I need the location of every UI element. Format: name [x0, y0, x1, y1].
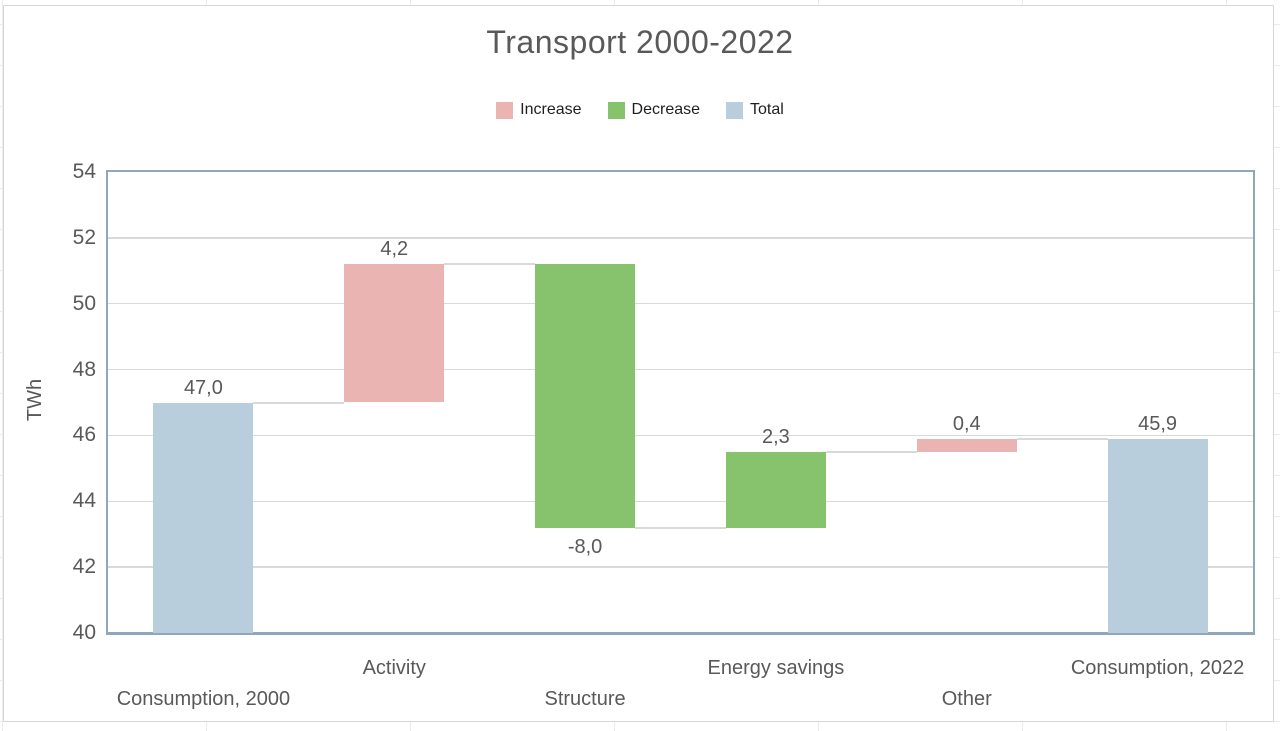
chart-legend: Increase Decrease Total: [0, 101, 1280, 119]
gridline: [108, 566, 1253, 568]
x-category-label: Activity: [362, 657, 426, 679]
y-tick-label: 52: [72, 225, 96, 249]
y-tick-label: 44: [72, 489, 96, 513]
bar-activity[interactable]: [344, 264, 445, 403]
legend-label: Increase: [520, 101, 582, 118]
legend-label: Total: [750, 101, 784, 118]
y-tick-label: 48: [72, 357, 96, 381]
bar-consumption-2000[interactable]: [153, 402, 254, 633]
gridline: [108, 302, 1253, 305]
gridline: [108, 500, 1253, 503]
gridline: [108, 434, 1253, 437]
legend-item-decrease[interactable]: Decrease: [607, 101, 701, 119]
y-tick-label: 54: [72, 160, 96, 183]
waterfall-connector: [444, 263, 536, 266]
y-tick-label: 50: [72, 291, 96, 315]
bar-energy-savings[interactable]: [725, 451, 826, 528]
waterfall-connector: [253, 401, 345, 404]
data-label: 45,9: [1138, 412, 1178, 435]
y-tick-label: 40: [72, 621, 96, 644]
x-category-label: Consumption, 2022: [1070, 657, 1245, 679]
legend-item-total[interactable]: Total: [726, 101, 784, 119]
legend-swatch-decrease-icon: [607, 101, 625, 119]
bar-structure[interactable]: [535, 264, 636, 528]
bar-other[interactable]: [916, 438, 1017, 452]
legend-item-increase[interactable]: Increase: [496, 101, 582, 119]
gridline: [108, 237, 1253, 239]
x-category-label: Structure: [544, 688, 626, 710]
x-category-label: Consumption, 2000: [116, 688, 291, 710]
data-label: 47,0: [183, 376, 223, 399]
y-tick-label: 42: [72, 555, 96, 579]
waterfall-connector: [635, 526, 726, 529]
waterfall-connector: [825, 450, 917, 453]
legend-swatch-increase-icon: [496, 101, 514, 119]
bar-consumption-2022[interactable]: [1107, 438, 1208, 633]
data-label: 2,3: [762, 425, 790, 448]
x-category-label: Energy savings: [707, 657, 845, 679]
waterfall-connector: [1016, 437, 1108, 440]
data-label: 0,4: [952, 412, 981, 435]
gridline: [108, 368, 1253, 371]
legend-label: Decrease: [631, 101, 701, 118]
legend-swatch-total-icon: [726, 101, 744, 119]
data-label: -8,0: [567, 535, 603, 558]
x-category-label: Other: [941, 688, 992, 710]
y-tick-label: 46: [72, 423, 96, 447]
data-label: 4,2: [380, 238, 409, 261]
chart-title: Transport 2000-2022: [486, 24, 794, 60]
